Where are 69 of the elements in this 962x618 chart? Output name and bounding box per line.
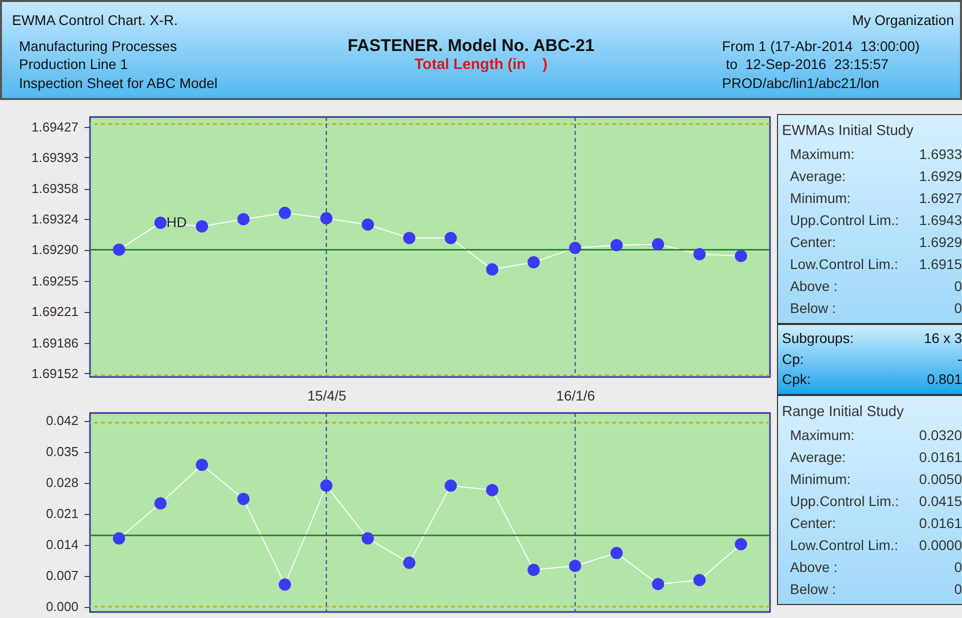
- text: 0.0320: [919, 426, 962, 444]
- chart-title: FASTENER. Model No. ABC-21: [348, 36, 594, 55]
- y-tick-label: 0.028: [46, 475, 78, 490]
- text: EWMA Control Chart. X-R.: [12, 12, 178, 28]
- text: Minimum:: [790, 470, 851, 488]
- text: Minimum:: [790, 189, 851, 208]
- y-tick-label: 0.042: [46, 413, 78, 428]
- y-tick-label: 1.69186: [32, 335, 78, 350]
- y-tick-label: 1.69221: [32, 304, 78, 320]
- text: Below :: [790, 580, 836, 598]
- text: Inspection Sheet for ABC Model: [19, 75, 218, 91]
- text: 0.0050: [919, 470, 962, 488]
- text: 0.801: [926, 370, 962, 389]
- text: 1.6929: [919, 167, 962, 186]
- text: 0.0161: [919, 448, 962, 466]
- y-tick-label: 1.69152: [32, 366, 78, 381]
- text: Average:: [790, 167, 846, 186]
- text: 1.6943: [919, 211, 962, 230]
- y-tick-label: 1.69427: [32, 119, 78, 134]
- text: Subgroups:: [782, 329, 854, 348]
- text: Low.Control Lim.:: [790, 536, 898, 554]
- text: 16 x 3: [924, 329, 962, 348]
- text: PROD/abc/lin1/abc21/lon: [722, 75, 880, 91]
- text: 0.0000: [919, 536, 962, 554]
- y-tick-label: 0.035: [46, 444, 78, 460]
- text: My Organization: [852, 12, 954, 28]
- y-tick-label: 0.000: [46, 599, 78, 614]
- text: Maximum:: [790, 426, 855, 444]
- text: to 12-Sep-2016 23:15:57: [724, 56, 889, 72]
- text: Range Initial Study: [782, 402, 905, 422]
- text: Above :: [790, 558, 838, 576]
- text: Center:: [790, 514, 836, 532]
- y-tick-label: 1.69324: [32, 212, 78, 227]
- text: -: [957, 350, 962, 368]
- y-tick-label: 1.69290: [32, 242, 78, 258]
- text: 0: [954, 580, 962, 598]
- x-tick-label: 15/4/5: [307, 388, 347, 404]
- text: Above :: [790, 277, 838, 296]
- text: 0: [954, 277, 962, 296]
- text: 0.0415: [919, 492, 962, 510]
- y-tick-label: 1.69393: [32, 150, 78, 165]
- text: Center:: [790, 233, 836, 252]
- text: Cp:: [782, 350, 804, 369]
- text: 0.0161: [919, 514, 962, 532]
- text: Cpk:: [782, 370, 811, 389]
- annotation: HD: [166, 214, 187, 230]
- x-tick-label: 16/1/6: [556, 388, 596, 404]
- text: 1.6915: [919, 255, 962, 274]
- text: Upp.Control Lim.:: [790, 211, 899, 230]
- text: Average:: [790, 448, 846, 467]
- text: 1.6933: [919, 145, 962, 164]
- chart-subtitle: Total Length (in ): [414, 56, 548, 73]
- text: 0: [954, 558, 962, 576]
- y-tick-label: 0.014: [46, 537, 78, 552]
- text: 1.6927: [919, 189, 962, 208]
- text: 0: [954, 299, 962, 318]
- y-tick-label: 1.69358: [32, 181, 78, 196]
- text: Manufacturing Processes: [19, 38, 177, 54]
- text: 1.6929: [919, 233, 962, 252]
- text: Upp.Control Lim.:: [790, 492, 899, 511]
- text: EWMAs Initial Study: [782, 122, 914, 141]
- y-tick-label: 0.021: [46, 506, 78, 522]
- text: Low.Control Lim.:: [790, 255, 898, 274]
- y-tick-label: 1.69255: [32, 274, 78, 289]
- y-tick-label: 0.007: [46, 568, 78, 584]
- text: From 1 (17-Abr-2014 13:00:00): [722, 38, 920, 54]
- text: Below :: [790, 299, 836, 318]
- text: Production Line 1: [19, 56, 128, 72]
- text: Maximum:: [790, 145, 855, 164]
